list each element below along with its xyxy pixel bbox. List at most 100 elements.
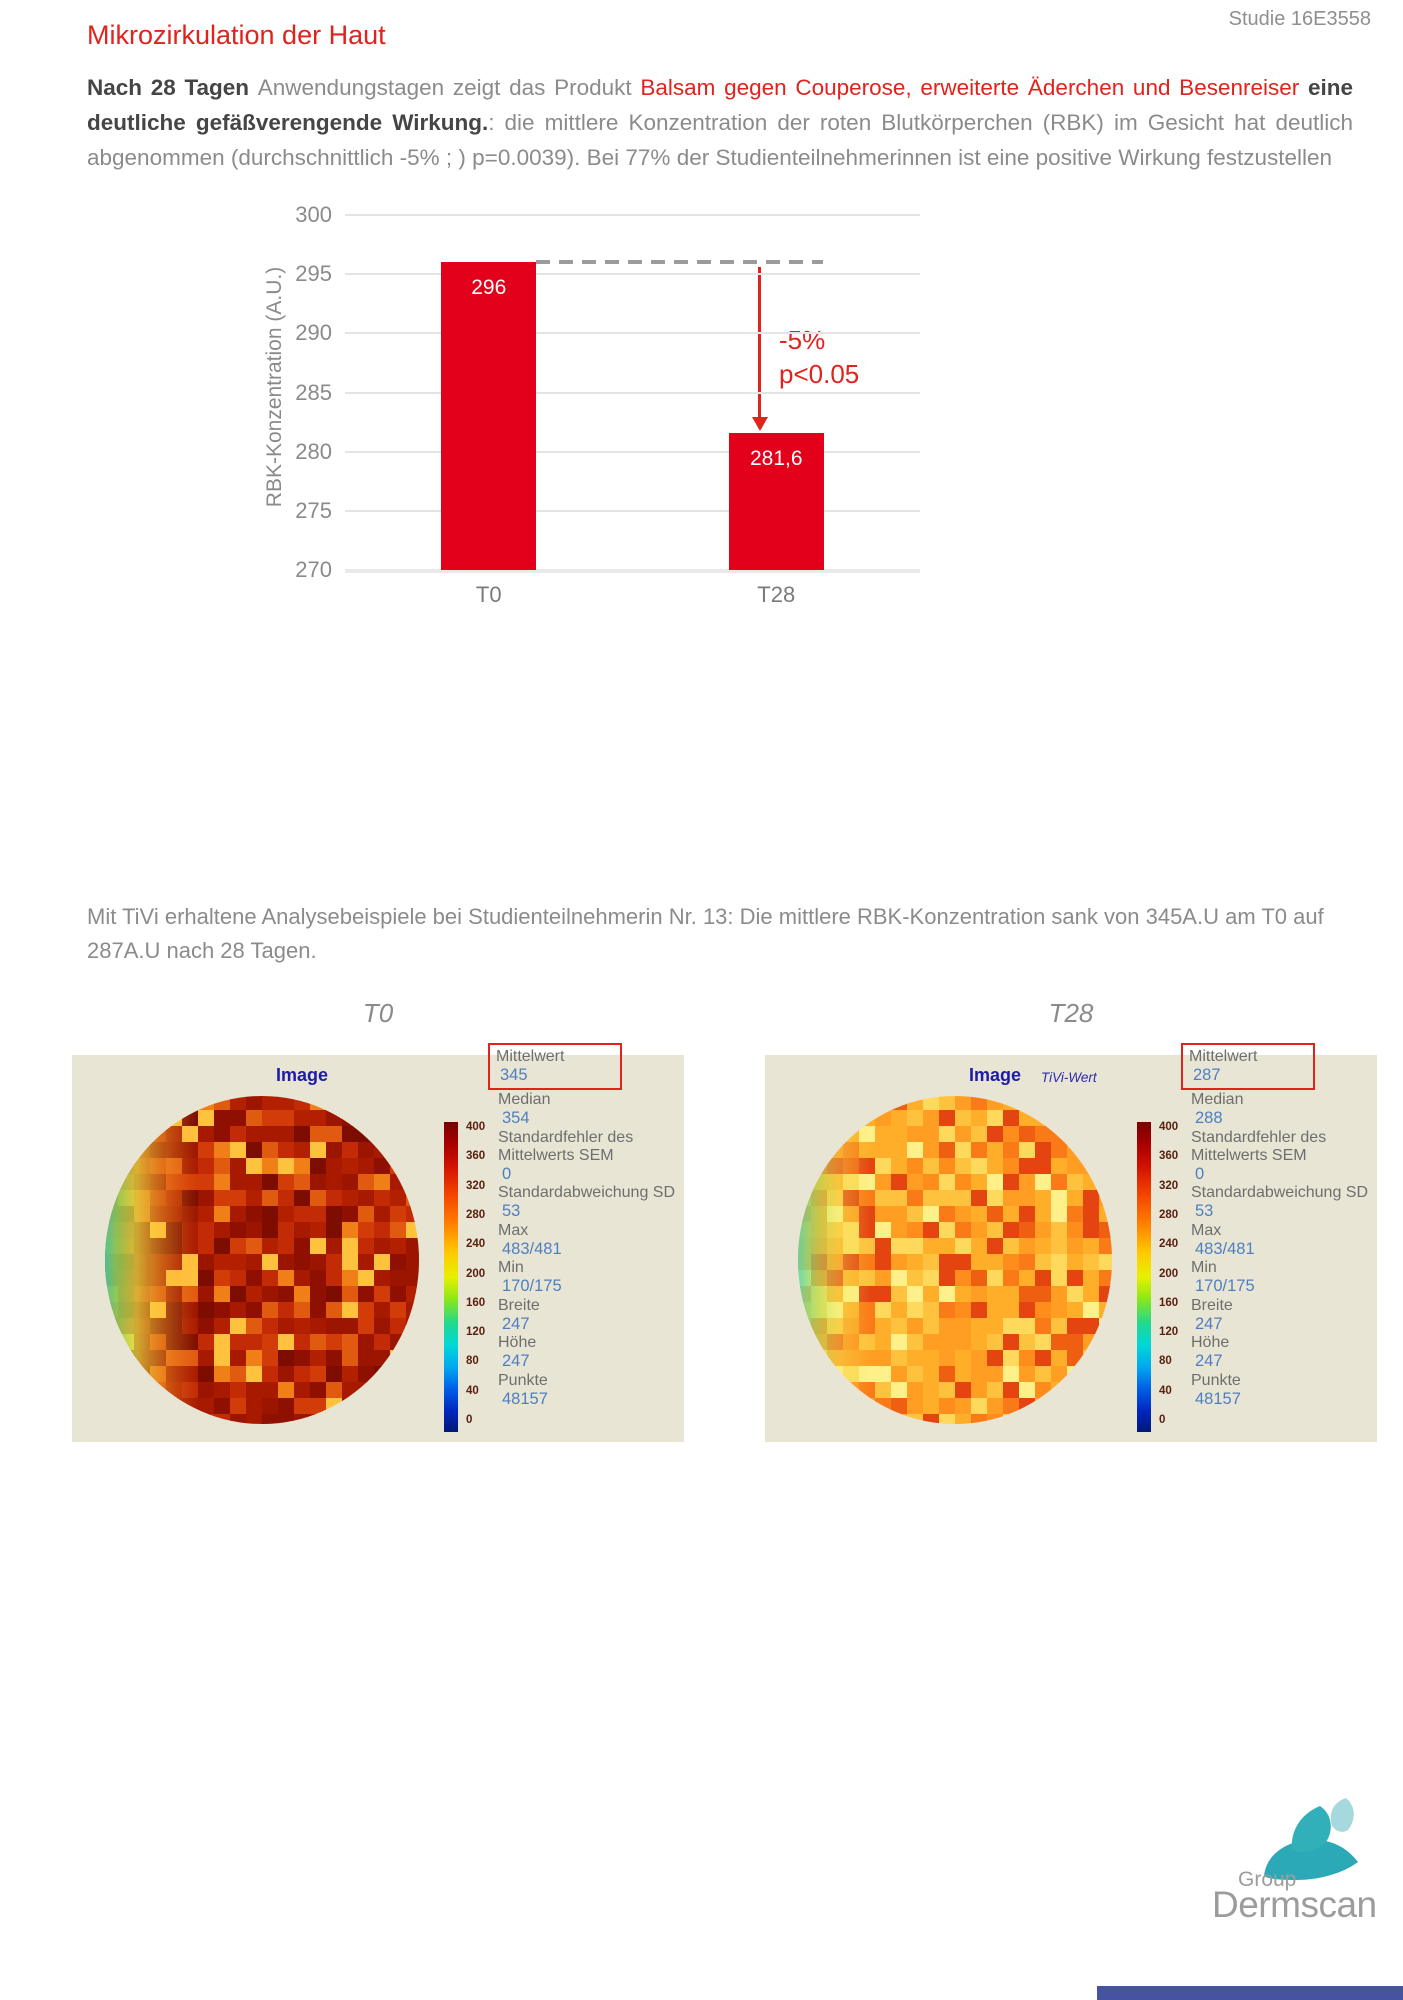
heatmap-cell [811, 1366, 828, 1383]
stat-row: Standardabweichung SD 53 [498, 1184, 694, 1220]
heatmap-cell [798, 1382, 812, 1399]
heatmap-cell [859, 1414, 876, 1424]
heatmap-cell [134, 1110, 151, 1127]
stat-value: 354 [502, 1109, 530, 1127]
heatmap-cell [134, 1096, 151, 1111]
y-tick-label: 275 [295, 497, 332, 523]
heatmap-cell [150, 1414, 167, 1424]
heatmap-cell [390, 1126, 407, 1143]
heatmap-cell [374, 1126, 391, 1143]
heatmap-cell [798, 1142, 812, 1159]
heatmap-cell [342, 1414, 359, 1424]
colorbar-tick-label: 280 [1159, 1208, 1179, 1221]
heatmap-cell [1019, 1414, 1036, 1424]
y-tick-label: 270 [295, 557, 332, 582]
heatmap-cell [182, 1414, 199, 1424]
x-category-label: T28 [757, 582, 796, 607]
heatmap-cell [166, 1096, 183, 1111]
colorbar-tick-label: 0 [466, 1414, 473, 1426]
stat-row: Standardfehler des Mittelwerts SEM 0 [1191, 1129, 1387, 1183]
stat-value: 48157 [502, 1389, 548, 1408]
heatmap-cell [875, 1414, 892, 1424]
heatmap-cell [406, 1174, 419, 1191]
heatmap-cell [358, 1110, 375, 1127]
heatmap-cell [406, 1398, 419, 1415]
heatmap-cell [811, 1382, 828, 1399]
study-label: Studie 16E3558 [1228, 8, 1371, 30]
heatmap-cell [182, 1096, 199, 1111]
x-category-label: T0 [475, 582, 502, 607]
heatmap-cell [859, 1096, 876, 1111]
stat-value: 48157 [1195, 1389, 1241, 1408]
mittelwert-highlight-box-t28: Mittelwert 287 [1181, 1043, 1315, 1090]
grid-line [345, 450, 920, 453]
heatmap-cell [1083, 1382, 1100, 1399]
heatmap-cell [798, 1174, 812, 1191]
heatmap-cell [374, 1398, 391, 1415]
heatmap-cell [1099, 1110, 1112, 1127]
heatmap-cell [105, 1366, 119, 1383]
heatmap-cell [1099, 1096, 1112, 1111]
intro-paragraph: Nach 28 Tagen Anwendungstagen zeigt das … [87, 70, 1353, 175]
stat-value: 288 [1195, 1109, 1223, 1127]
stat-value: 0 [502, 1164, 512, 1183]
colorbar-tick-label: 160 [466, 1296, 486, 1309]
intro-segment-bold-2: eine deutliche gefäßverengende Wirkung. [87, 75, 1353, 135]
stat-label: Median [1191, 1091, 1244, 1108]
grid-line [345, 509, 920, 512]
heatmap-cell [358, 1096, 375, 1111]
heatmap-cell [1099, 1398, 1112, 1415]
heatmap-cell [1083, 1414, 1100, 1424]
y-tick-label: 285 [295, 379, 332, 405]
chart-annotation: -5% p<0.05 [779, 323, 859, 391]
colorbar-tick-label: 120 [1159, 1326, 1179, 1339]
rbk-bar-chart: RBK-Konzentration (A.U.) -5% p<0.05 270 2… [263, 202, 920, 607]
heatmap-cell [406, 1126, 419, 1143]
colorbar-tick-label: 280 [466, 1208, 486, 1221]
heatmap-cell [1035, 1096, 1052, 1111]
heatmap-cell [1051, 1096, 1068, 1111]
heatmap-cell [1083, 1398, 1100, 1415]
stat-row: Breite 247 [498, 1297, 694, 1333]
heatmap-cell [827, 1398, 844, 1415]
heatmap-cell [1083, 1350, 1100, 1367]
heatmap-cell [118, 1398, 135, 1415]
stat-value: 170/175 [502, 1277, 562, 1295]
stat-value-mittelwert: 287 [1193, 1066, 1221, 1084]
heatmap-cell [798, 1158, 812, 1175]
heatmap-cell [1099, 1158, 1112, 1175]
stat-row: Höhe 247 [498, 1334, 694, 1370]
heatmap-cell [827, 1126, 844, 1143]
stat-label: Max [498, 1221, 529, 1239]
colorbar-tick-label: 240 [466, 1238, 486, 1251]
heatmap-cell [406, 1350, 419, 1367]
baseline-dashed-line [536, 260, 823, 264]
colorbar-tick-label: 200 [1159, 1267, 1179, 1280]
stat-row: Max 483/481 [1191, 1222, 1387, 1258]
stat-label: Median [498, 1091, 551, 1108]
heatmap-cell [118, 1366, 135, 1383]
stat-label: Standardabweichung SD [1191, 1184, 1369, 1201]
grid-line [345, 332, 920, 335]
heatmap-cell [843, 1096, 860, 1111]
heatmap-cell [105, 1096, 119, 1111]
stat-label: Höhe [1191, 1334, 1230, 1351]
heatmap-cell [118, 1096, 135, 1111]
stat-label: Standardabweichung SD [498, 1184, 676, 1201]
stat-label: Standardfehler des Mittelwerts SEM [498, 1128, 634, 1164]
heatmap-cell [406, 1110, 419, 1127]
logo-dermscan-text: Dermscan [1212, 1884, 1377, 1925]
heatmap-cell [1099, 1334, 1112, 1351]
image-title-t0: Image [275, 1065, 329, 1085]
bar-T28: 281,6 [728, 432, 824, 570]
heatmap-cell [118, 1110, 135, 1127]
heatmap-cell [1019, 1096, 1036, 1111]
heatmap-cell [326, 1414, 343, 1424]
heatmap-cell [1083, 1142, 1100, 1159]
heatmap-cell [406, 1334, 419, 1351]
heatmap-cell [374, 1096, 391, 1111]
heatmap-cell [134, 1414, 151, 1424]
intro-segment-red: Balsam gegen Couperose, erweiterte Äderc… [640, 75, 1308, 100]
stat-value-mittelwert: 345 [500, 1066, 528, 1084]
heatmap-cell [390, 1096, 407, 1111]
